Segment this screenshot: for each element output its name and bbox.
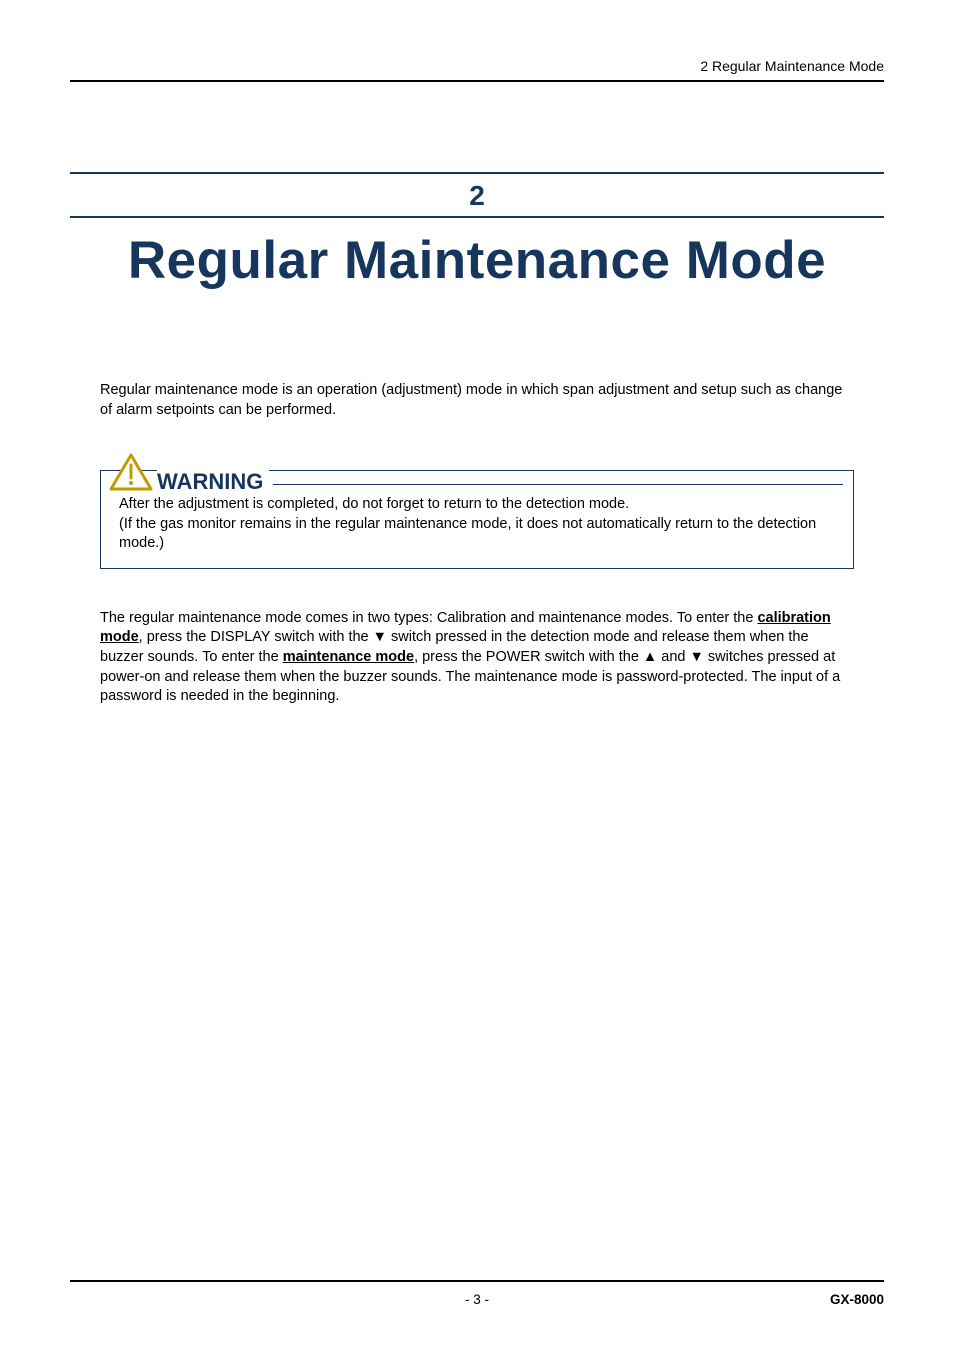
- footer: - 3 - GX-8000: [70, 1280, 884, 1307]
- running-head: 2 Regular Maintenance Mode: [70, 58, 884, 74]
- warning-box: WARNING After the adjustment is complete…: [100, 470, 854, 569]
- warning-rule: [273, 484, 843, 485]
- body-seg-1: The regular maintenance mode comes in tw…: [100, 610, 757, 626]
- chapter-number: 2: [70, 172, 884, 218]
- warning-icon: [109, 453, 153, 491]
- intro-paragraph: Regular maintenance mode is an operation…: [100, 381, 854, 420]
- warning-label: WARNING: [157, 469, 269, 495]
- warning-body: After the adjustment is completed, do no…: [101, 495, 853, 568]
- maintenance-mode-link: maintenance mode: [283, 649, 414, 665]
- warning-header: WARNING: [109, 453, 861, 491]
- footer-page-number: - 3 -: [70, 1292, 884, 1307]
- body-paragraph: The regular maintenance mode comes in tw…: [100, 609, 854, 707]
- footer-rule: [70, 1280, 884, 1282]
- chapter-title: Regular Maintenance Mode: [70, 230, 884, 291]
- header-rule: [70, 80, 884, 82]
